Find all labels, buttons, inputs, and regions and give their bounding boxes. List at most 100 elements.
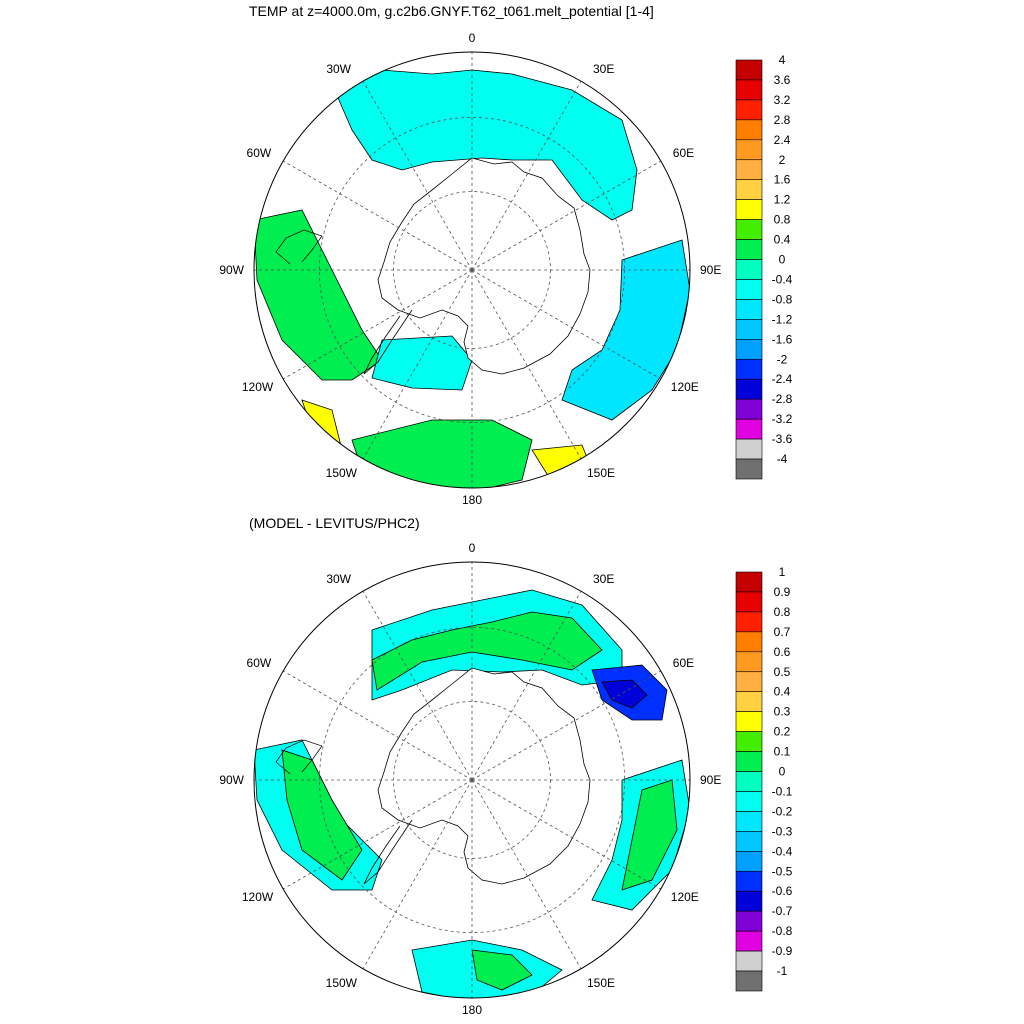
antarctic-peninsula	[363, 819, 413, 885]
colorbar-tick-label: 1	[779, 565, 786, 579]
colorbar-tick-label: -1	[777, 964, 788, 978]
map-boundary	[253, 561, 691, 999]
longitude-label-top: 0	[469, 541, 476, 555]
colorbar-tick-label: -0.4	[772, 272, 793, 286]
colorbar-swatch	[735, 970, 763, 992]
colorbar-swatch	[735, 711, 763, 732]
colorbar-swatch	[735, 631, 763, 653]
meridian-line	[283, 670, 473, 781]
panel2-colorbar: 1 0.9 0.8 0.7 0.6 0.5 0.4 0.3 0.2 0.1 0 -0.1 -0.2 -0.…	[735, 565, 793, 992]
colorbar-tick-label: 0.5	[774, 665, 791, 679]
south-america-coast	[275, 739, 323, 775]
colorbar-tick-label: -0.1	[772, 784, 793, 798]
meridian-line	[471, 670, 661, 781]
colorbar-swatch	[735, 299, 763, 320]
colorbar-tick-label: -2.8	[772, 392, 793, 406]
longitude-label-ur30: 30E	[593, 572, 614, 586]
longitude-label-bottom: 180	[462, 1003, 482, 1017]
meridian-line	[362, 269, 473, 459]
longitude-label-left: 90W	[219, 263, 244, 277]
longitude-label-left: 90W	[219, 773, 244, 787]
colorbar-swatch	[735, 99, 763, 121]
colorbar-tick-label: -0.7	[772, 904, 793, 918]
longitude-label-ul60: 60W	[247, 146, 272, 160]
colorbar-tick-label: -0.8	[772, 292, 793, 306]
meridian-line	[283, 160, 473, 271]
colorbar-tick-label: -0.4	[772, 844, 793, 858]
longitude-label-ul30: 30W	[326, 572, 351, 586]
colorbar-tick-label: -1.6	[772, 332, 793, 346]
meridian-line	[362, 81, 473, 271]
colorbar-swatch	[735, 378, 763, 400]
longitude-label-ll120: 120W	[242, 890, 274, 904]
colorbar-tick-label: 2.4	[774, 133, 791, 147]
longitude-label-ur60: 60E	[673, 146, 694, 160]
colorbar-swatch	[735, 259, 763, 280]
colorbar-swatch	[735, 339, 763, 360]
map-boundary	[253, 51, 691, 489]
colorbar-swatch	[735, 199, 763, 220]
colorbar-swatch	[735, 79, 763, 101]
colorbar-swatch	[735, 870, 763, 892]
colorbar-swatch	[735, 279, 763, 300]
colorbar-swatch	[735, 831, 763, 852]
longitude-label-lr150: 150E	[587, 466, 615, 480]
colorbar-swatch	[735, 751, 763, 772]
region-pacific-south-green	[471, 949, 533, 991]
region-atlantic-diff-green	[371, 611, 603, 691]
colorbar-tick-label: -0.5	[772, 864, 793, 878]
colorbar-tick-label: -3.2	[772, 412, 793, 426]
colorbar-tick-label: 3.2	[774, 93, 791, 107]
colorbar-swatch	[735, 791, 763, 812]
colorbar-swatch	[735, 358, 763, 380]
colorbar-swatch	[735, 398, 763, 420]
colorbar-swatch	[735, 930, 763, 952]
antarctic-peninsula	[363, 309, 413, 375]
colorbar-swatch	[735, 611, 763, 633]
ocean-field	[254, 589, 690, 998]
colorbar-swatch	[735, 438, 763, 460]
longitude-label-ur60: 60E	[673, 656, 694, 670]
colorbar-tick-label: 0.3	[774, 705, 791, 719]
colorbar-swatch	[735, 571, 763, 593]
longitude-label-top: 0	[469, 31, 476, 45]
meridian-line	[471, 81, 582, 271]
colorbar-tick-label: 0	[779, 253, 786, 267]
colorbar-tick-label: 0.7	[774, 625, 791, 639]
colorbar-tick-label: 0.1	[774, 745, 791, 759]
meridian-line	[471, 160, 661, 271]
colorbar-tick-label: 0.8	[774, 605, 791, 619]
meridian-line	[471, 591, 582, 781]
colorbar-swatch	[735, 691, 763, 712]
longitude-label-ur30: 30E	[593, 62, 614, 76]
colorbar-tick-label: 1.2	[774, 193, 791, 207]
colorbar-tick-label: -3.6	[772, 432, 793, 446]
colorbar-tick-label: 0.4	[774, 233, 791, 247]
meridian-line	[471, 269, 661, 380]
colorbar-swatch	[735, 651, 763, 673]
colorbar-swatch	[735, 731, 763, 752]
colorbar-swatch	[735, 418, 763, 440]
colorbar-swatch	[735, 458, 763, 480]
colorbar-swatch	[735, 59, 763, 81]
longitude-label-lr120: 120E	[671, 890, 699, 904]
colorbar-tick-label: 0.8	[774, 213, 791, 227]
ocean-field	[254, 69, 690, 488]
panel2-title: (MODEL - LEVITUS/PHC2)	[249, 515, 420, 531]
longitude-label-lr120: 120E	[671, 380, 699, 394]
colorbar-tick-label: 3.6	[774, 73, 791, 87]
longitude-label-ul30: 30W	[326, 62, 351, 76]
colorbar-swatch	[735, 671, 763, 693]
panel1-colorbar: 4 3.6 3.2 2.8 2.4 2 1.6 1.2 0.8 0.4 0 -0.4 -0.8 -1.2 -…	[735, 53, 793, 480]
longitude-label-lr150: 150E	[587, 976, 615, 990]
colorbar-tick-label: 4	[779, 53, 786, 67]
colorbar-tick-label: -0.8	[772, 924, 793, 938]
colorbar-tick-label: 2	[779, 153, 786, 167]
colorbar-swatch	[735, 950, 763, 972]
meridian-line	[471, 779, 582, 969]
colorbar-tick-label: -1.2	[772, 312, 793, 326]
colorbar-swatch	[735, 890, 763, 912]
meridian-line	[471, 269, 582, 459]
colorbar-tick-label: -0.6	[772, 884, 793, 898]
